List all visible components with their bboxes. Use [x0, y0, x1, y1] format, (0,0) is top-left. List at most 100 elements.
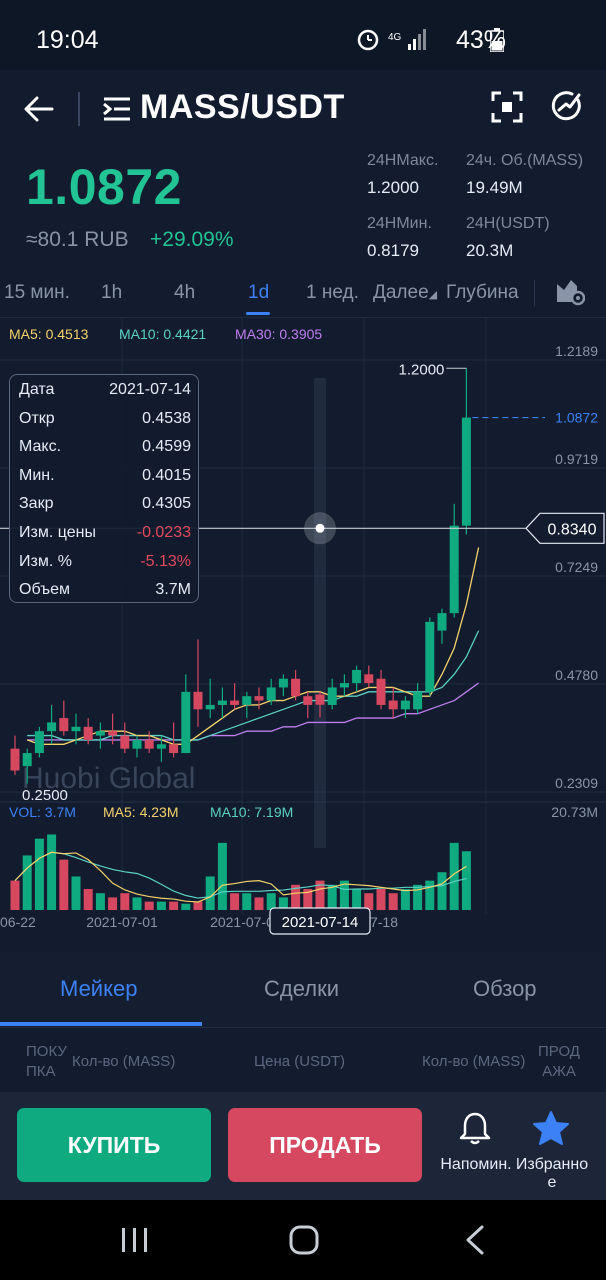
kline-chart-svg[interactable]: 1.2189 0.9719 0.7249 0.4780 0.2309 Huobi Glob… — [0, 318, 606, 938]
crosshair-date-box — [269, 907, 371, 935]
volume-axis-max: 20.73M — [551, 804, 598, 820]
fullscreen-icon[interactable] — [490, 90, 524, 124]
info-row: Макс. 0.4599 — [19, 438, 191, 466]
candle-body — [217, 700, 227, 705]
back-arrow-icon[interactable] — [22, 92, 56, 126]
info-value: 3.7M — [155, 581, 191, 599]
candle-body — [193, 691, 203, 710]
candle-body — [461, 417, 471, 526]
kline-chart[interactable]: 1.2189 0.9719 0.7249 0.4780 0.2309 Huobi Glob… — [0, 318, 606, 938]
price-axis-label: 1.2189 — [555, 343, 598, 359]
candle-body — [120, 735, 130, 749]
candle-body — [303, 696, 313, 705]
chart-settings-icon[interactable] — [548, 88, 584, 124]
candle-body — [364, 674, 374, 684]
volume-bar — [339, 880, 349, 910]
candle-body — [376, 678, 386, 705]
buy-button[interactable]: КУПИТЬ — [17, 1108, 211, 1182]
tab-maker[interactable]: Мейкер — [60, 976, 138, 1001]
candle-body — [291, 678, 301, 697]
volume-bar — [47, 834, 57, 910]
timeframe-15m[interactable]: 15 мин. — [4, 282, 70, 303]
volume-bar — [303, 889, 313, 910]
crosshair-date-label: 2021-07-14 — [282, 914, 359, 931]
volume-bar — [83, 889, 93, 910]
info-value: 0.4305 — [142, 495, 191, 513]
volume-bar — [205, 876, 215, 910]
candle-body — [425, 621, 435, 692]
price-axis-label: 0.4780 — [555, 667, 598, 683]
candle-body — [205, 704, 215, 710]
orderbook-price-header: Цена (USDT) — [254, 1053, 346, 1070]
stat-value: 1.2000 — [367, 178, 419, 197]
recent-apps-icon[interactable] — [120, 1226, 150, 1254]
pair-title[interactable]: MASS/USDT — [140, 88, 345, 126]
volume-bar — [193, 901, 203, 910]
stat-value: 20.3M — [466, 241, 514, 260]
volume-bar — [388, 893, 398, 910]
back-icon[interactable] — [462, 1224, 488, 1256]
alarm-icon — [357, 29, 379, 51]
status-time: 19:04 — [36, 26, 99, 54]
x-tick-label: 06-22 — [0, 914, 36, 930]
timeframe-1d[interactable]: 1d — [248, 282, 270, 303]
candle-body — [352, 669, 362, 684]
volume-bar — [291, 884, 301, 910]
info-value: 0.4599 — [142, 438, 191, 456]
volume-bar — [315, 880, 325, 910]
timeframe-more[interactable]: Далее◢ — [373, 282, 437, 304]
crosshair-dot — [315, 523, 325, 533]
info-row: Закр 0.4305 — [19, 495, 191, 523]
star-icon[interactable] — [532, 1110, 570, 1148]
signal-icon — [408, 29, 426, 50]
volume-bar — [22, 855, 32, 910]
volume-bar — [266, 893, 276, 910]
info-key: Макс. — [19, 438, 62, 456]
timeframe-4h[interactable]: 4h — [174, 282, 196, 303]
favorite-label[interactable]: Избранное — [515, 1156, 589, 1191]
pair-menu-icon[interactable] — [102, 94, 132, 124]
info-value: -5.13% — [140, 552, 191, 570]
timeframe-1h[interactable]: 1h — [101, 282, 123, 303]
depth-tab[interactable]: Глубина — [446, 282, 519, 303]
ma10-legend: MA10: 0.4421 — [119, 326, 207, 342]
battery-icon — [490, 28, 504, 52]
x-tick-label: 2021-07-01 — [86, 914, 158, 930]
candle-body — [59, 718, 69, 732]
volume-bar — [437, 872, 447, 910]
volume-bar — [59, 859, 69, 910]
remind-label[interactable]: Напомин. — [440, 1156, 512, 1173]
timeframe-bar: 15 мин. 1h 4h 1d 1 нед. Далее◢ Глубина — [0, 272, 606, 318]
bell-icon[interactable] — [457, 1110, 493, 1146]
timeframe-1w[interactable]: 1 нед. — [306, 282, 359, 303]
volume-bar — [71, 876, 81, 910]
candle-body — [449, 525, 459, 614]
indicator-settings-icon[interactable] — [555, 276, 585, 306]
volume-bar — [217, 842, 227, 910]
price-block: 1.0872 ≈80.1 RUB +29.09% — [26, 158, 234, 251]
candle-body — [254, 696, 264, 701]
sell-button[interactable]: ПРОДАТЬ — [228, 1108, 422, 1182]
candle-body — [278, 678, 288, 688]
crosshair-price-box — [525, 512, 605, 544]
info-key: Изм. цены — [19, 524, 96, 541]
stat-24h-low: 24HМин. 0.8179 — [367, 215, 432, 261]
ma30-line — [27, 682, 479, 741]
volume-bar — [364, 893, 374, 910]
volume-bar — [34, 838, 44, 910]
candle-body — [108, 731, 118, 736]
tab-trades[interactable]: Сделки — [264, 976, 339, 1001]
home-icon[interactable] — [288, 1224, 320, 1256]
volume-bar — [230, 893, 240, 910]
volume-bar — [461, 851, 471, 910]
candle-body — [181, 691, 191, 754]
tab-overview[interactable]: Обзор — [473, 976, 537, 1001]
high-label: 1.2000 — [399, 361, 445, 378]
bottom-tabs: Мейкер Сделки Обзор — [0, 952, 606, 1028]
timeframe-active-indicator — [246, 312, 270, 315]
info-value: 2021-07-14 — [109, 381, 191, 398]
info-row: Объем 3.7M — [19, 581, 191, 609]
volume-bar — [156, 901, 166, 910]
info-row: Мин. 0.4015 — [19, 467, 191, 495]
candle-body — [71, 726, 81, 732]
